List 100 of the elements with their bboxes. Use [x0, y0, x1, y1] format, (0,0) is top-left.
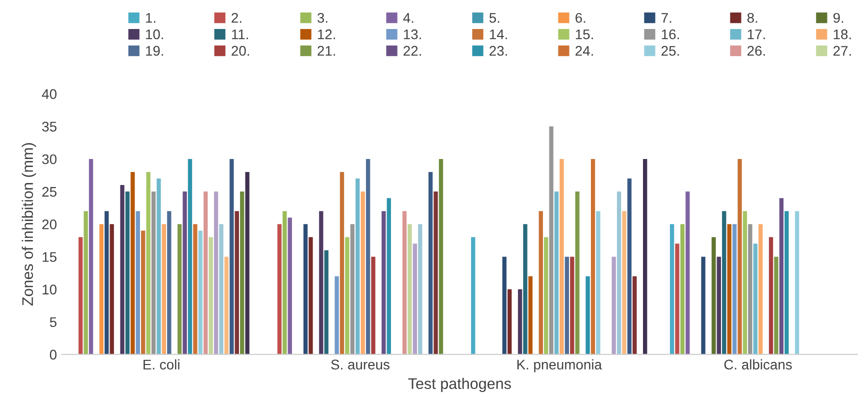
bar — [738, 158, 742, 354]
legend-label: 7. — [662, 13, 672, 23]
bar — [742, 211, 748, 354]
bar — [240, 192, 244, 354]
bar — [523, 224, 528, 354]
bar — [508, 289, 512, 354]
bar — [575, 192, 580, 354]
bar — [371, 256, 376, 354]
bar — [716, 256, 721, 354]
bar — [334, 276, 339, 354]
bar — [768, 237, 774, 354]
legend-label: 19. — [146, 46, 164, 56]
legend-label: 20. — [232, 46, 250, 56]
bar — [230, 158, 234, 354]
bar — [727, 224, 732, 354]
bar — [670, 224, 674, 354]
bar — [350, 224, 354, 354]
bar — [586, 276, 590, 354]
bar — [188, 158, 192, 354]
bar — [544, 237, 548, 354]
bar — [360, 192, 365, 354]
bar — [518, 289, 522, 354]
bar — [590, 158, 596, 354]
legend-label: 18. — [834, 29, 851, 40]
bar — [632, 276, 637, 354]
bar — [146, 172, 150, 354]
legend-label: 12. — [318, 29, 335, 40]
y-tick-label: 20 — [42, 219, 57, 230]
bar — [428, 172, 433, 354]
y-tick-label: 40 — [42, 89, 57, 99]
bar — [110, 224, 114, 354]
x-tick-label: C. albicans — [724, 359, 792, 370]
legend-label: 27. — [833, 46, 851, 56]
bar — [712, 237, 716, 354]
legend-label: 11. — [232, 30, 248, 40]
bar — [288, 218, 292, 354]
bar — [554, 192, 559, 354]
x-tick-label: K. pneumonia — [517, 359, 602, 372]
legend-label: 21. — [318, 46, 335, 56]
bar — [570, 256, 574, 354]
bar — [779, 198, 784, 354]
bar — [564, 256, 570, 354]
y-axis-title: Zones of inhibition (mm) — [22, 143, 36, 306]
legend-label: 14. — [490, 30, 507, 40]
y-tick-label: 0 — [50, 350, 57, 360]
bar — [560, 158, 564, 354]
bar — [193, 224, 198, 354]
bar — [758, 224, 763, 354]
bar — [753, 244, 758, 354]
bar — [722, 211, 726, 354]
bar — [732, 224, 737, 354]
bar — [130, 172, 135, 354]
bar — [151, 192, 156, 354]
legend-label: 23. — [490, 46, 507, 56]
x-tick-label: S. aureus — [331, 360, 390, 370]
y-tick-label: 5 — [50, 317, 56, 328]
bar — [120, 185, 124, 354]
y-tick-label: 10 — [42, 284, 57, 294]
bar — [675, 244, 680, 354]
legend-label: 3. — [317, 12, 328, 23]
legend-label: 8. — [747, 12, 758, 23]
bar — [386, 198, 391, 354]
legend-label: 2. — [232, 12, 242, 23]
bar — [198, 230, 203, 354]
legend-label: 24. — [576, 46, 593, 56]
legend-label: 4. — [403, 13, 414, 23]
bar — [214, 192, 218, 354]
bar — [182, 192, 187, 354]
bar — [104, 211, 109, 354]
legend-label: 26. — [747, 46, 765, 56]
bar — [538, 211, 543, 354]
bar — [136, 211, 140, 354]
bar — [784, 211, 789, 354]
bar — [78, 237, 83, 354]
bar — [642, 158, 648, 354]
bar — [502, 256, 506, 354]
bar — [324, 250, 328, 354]
bar — [125, 192, 130, 354]
bar — [282, 211, 287, 354]
bar — [156, 178, 161, 354]
bar — [162, 224, 166, 354]
y-tick-label: 30 — [42, 154, 57, 164]
bar — [627, 178, 632, 354]
bar — [549, 126, 554, 354]
x-tick-label: E. coli — [144, 359, 180, 370]
bar — [471, 237, 476, 354]
bar — [528, 276, 533, 354]
bar — [612, 256, 616, 354]
legend-label: 5. — [489, 13, 500, 23]
bar — [434, 192, 438, 354]
bar — [234, 211, 239, 354]
bar — [167, 211, 172, 354]
legend-label: 17. — [748, 30, 765, 40]
legend-label: 13. — [404, 29, 421, 40]
bar — [402, 211, 407, 354]
bar — [345, 237, 350, 354]
bar — [84, 211, 88, 354]
bar — [616, 192, 622, 354]
bar — [308, 237, 313, 354]
bar — [303, 224, 308, 354]
